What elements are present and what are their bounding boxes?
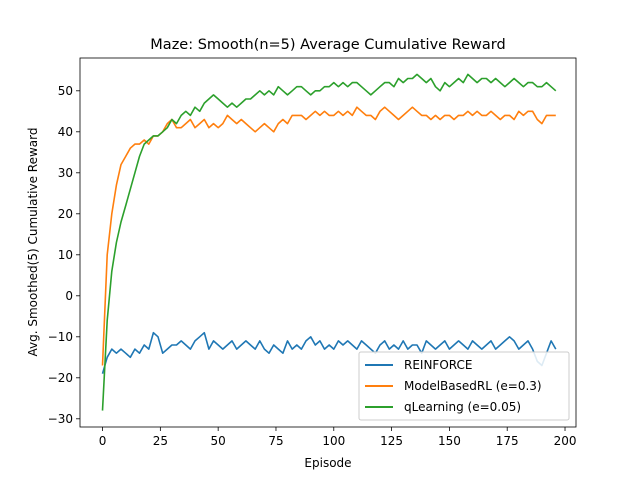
y-tick-label-6: 30: [58, 166, 73, 180]
series-lines: [101, 73, 557, 411]
y-tick-label-3: 0: [65, 289, 73, 303]
series-line-1: [101, 106, 556, 366]
series-line-2: [101, 73, 557, 411]
x-tick-label-5: 125: [380, 434, 403, 448]
plot-frame: [79, 57, 577, 428]
x-axis-ticks: 0 25 50 75 100 125 150 175 200: [99, 427, 577, 448]
x-tick-label-7: 175: [496, 434, 519, 448]
legend: REINFORCE ModelBasedRL (e=0.3) qLearning (…: [358, 351, 570, 421]
x-tick-label-2: 50: [211, 434, 226, 448]
x-tick-label-4: 100: [322, 434, 345, 448]
legend-box: [358, 351, 570, 421]
x-tick-label-8: 200: [554, 434, 577, 448]
y-tick-label-1: −20: [48, 371, 73, 385]
x-tick-label-6: 150: [438, 434, 461, 448]
y-tick-label-4: 10: [58, 248, 73, 262]
legend-label-1: ModelBasedRL (e=0.3): [404, 379, 542, 393]
x-tick-label-0: 0: [99, 434, 107, 448]
chart-title: Maze: Smooth(n=5) Average Cumulative Rew…: [150, 37, 505, 53]
y-tick-label-5: 20: [58, 207, 73, 221]
y-tick-label-0: −30: [48, 412, 73, 426]
y-tick-label-8: 50: [58, 84, 73, 98]
y-axis-title: Avg. Smoothed(5) Cumulative Reward: [26, 128, 40, 357]
y-axis-ticks: −30 −20 −10 0 10 20 30 40 50: [48, 84, 80, 426]
series-line-0: [101, 331, 557, 374]
x-axis-title: Episode: [304, 456, 351, 470]
y-tick-label-7: 40: [58, 125, 73, 139]
y-tick-label-2: −10: [48, 330, 73, 344]
x-tick-label-1: 25: [153, 434, 168, 448]
legend-label-0: REINFORCE: [404, 358, 472, 372]
x-tick-label-3: 75: [268, 434, 283, 448]
legend-label-2: qLearning (e=0.05): [404, 400, 521, 414]
